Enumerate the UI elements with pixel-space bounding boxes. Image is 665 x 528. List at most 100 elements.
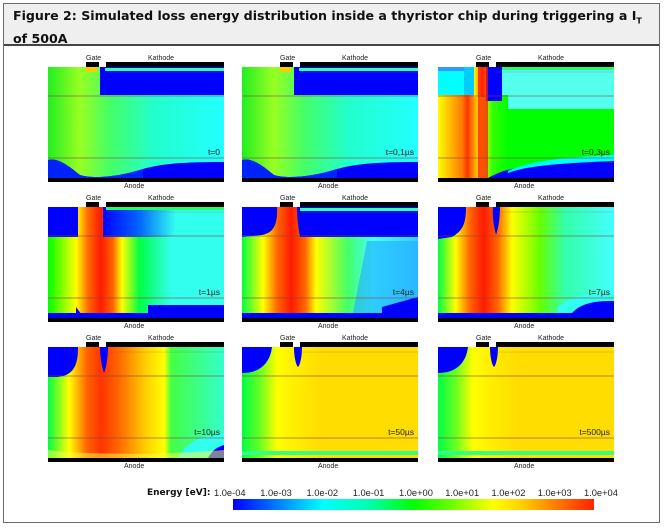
kathode-label: Kathode: [342, 55, 369, 62]
kathode-contact: [496, 202, 614, 207]
time-label: t=4µs: [392, 287, 414, 297]
kathode-contact: [106, 202, 224, 207]
time-label: t=1µs: [198, 287, 220, 297]
time-label: t=10µs: [194, 427, 220, 437]
anode-label: Anode: [124, 323, 145, 330]
anode-label: Anode: [318, 183, 339, 190]
kathode-contact: [106, 62, 224, 67]
simulation-panel: Gate Kathode Anode t=0,1µs: [242, 55, 418, 190]
colorbar-tick-label: 1.0e+01: [445, 488, 480, 498]
gate-label: Gate: [280, 335, 296, 342]
colorbar-tick-label: 1.0e+03: [537, 488, 572, 498]
energy-map: [242, 207, 418, 318]
colorbar-label: Energy [eV]:: [147, 488, 211, 498]
anode-label: Anode: [514, 183, 535, 190]
kathode-label: Kathode: [538, 55, 565, 62]
time-label: t=0,1µs: [385, 147, 414, 157]
anode-contact: [438, 318, 614, 322]
energy-map-graphic: [438, 347, 614, 458]
energy-map-graphic: [48, 347, 224, 458]
gate-contact: [476, 62, 489, 67]
kathode-contact: [300, 202, 418, 207]
title-text: Figure 2: Simulated loss energy distribu…: [13, 8, 637, 23]
kathode-label: Kathode: [538, 335, 565, 342]
simulation-panel: Gate Kathode Anode t=0,3µs: [438, 55, 614, 190]
kathode-contact: [106, 342, 224, 347]
simulation-panel: Gate Kathode Anode t=50µs: [242, 335, 418, 470]
colorbar: [233, 499, 594, 510]
gate-label: Gate: [476, 55, 492, 62]
kathode-label: Kathode: [148, 195, 175, 202]
anode-contact: [438, 178, 614, 182]
energy-map-graphic: [242, 207, 418, 318]
anode-label: Anode: [318, 463, 339, 470]
energy-map-graphic: [48, 207, 224, 318]
anode-contact: [242, 458, 418, 462]
gate-contact: [280, 342, 293, 347]
gate-contact: [86, 342, 99, 347]
energy-map-graphic: [48, 67, 224, 178]
gate-label: Gate: [476, 335, 492, 342]
kathode-label: Kathode: [342, 335, 369, 342]
colorbar-tick-label: 1.0e-04: [214, 488, 246, 498]
kathode-label: Kathode: [148, 335, 175, 342]
energy-map-graphic: [438, 207, 614, 318]
kathode-contact: [300, 62, 418, 67]
anode-label: Anode: [514, 463, 535, 470]
gate-label: Gate: [280, 55, 296, 62]
gate-contact: [86, 202, 99, 207]
energy-map: [48, 207, 224, 318]
figure-header: Figure 2: Simulated loss energy distribu…: [4, 4, 659, 46]
energy-map: [242, 67, 418, 178]
colorbar-tick-label: 1.0e-02: [306, 488, 339, 498]
anode-contact: [48, 178, 224, 182]
gate-contact: [280, 62, 293, 67]
gate-contact: [476, 342, 489, 347]
energy-map: [438, 67, 614, 178]
kathode-label: Kathode: [342, 195, 369, 202]
simulation-panel: Gate Kathode Anode t=0: [48, 55, 224, 190]
gate-label: Gate: [86, 335, 102, 342]
gate-contact: [476, 202, 489, 207]
anode-contact: [48, 458, 224, 462]
simulation-panel: Gate Kathode Anode t=10µs: [48, 335, 224, 470]
energy-map-graphic: [242, 67, 418, 178]
colorbar-tick-label: 1.0e-03: [260, 488, 292, 498]
energy-map-graphic: [438, 67, 614, 178]
colorbar-tick-label: 1.0e+02: [491, 488, 526, 498]
kathode-label: Kathode: [148, 55, 175, 62]
kathode-contact: [496, 62, 614, 67]
gate-contact: [280, 202, 293, 207]
energy-map: [438, 207, 614, 318]
anode-label: Anode: [318, 323, 339, 330]
kathode-contact: [496, 342, 614, 347]
anode-label: Anode: [124, 183, 145, 190]
anode-contact: [438, 458, 614, 462]
anode-label: Anode: [124, 463, 145, 470]
simulation-panel: Gate Kathode Anode t=500µs: [438, 335, 614, 470]
energy-map: [438, 347, 614, 458]
energy-map-graphic: [242, 347, 418, 458]
kathode-contact: [300, 342, 418, 347]
anode-label: Anode: [514, 323, 535, 330]
gate-label: Gate: [280, 195, 296, 202]
time-label: t=7µs: [588, 287, 610, 297]
gate-contact: [86, 62, 99, 67]
anode-contact: [48, 318, 224, 322]
colorbar-tick-label: 1.0e+04: [584, 488, 618, 498]
figure-title: Figure 2: Simulated loss energy distribu…: [13, 7, 653, 47]
energy-map: [48, 347, 224, 458]
time-label: t=0,3µs: [581, 147, 610, 157]
time-label: t=50µs: [388, 427, 414, 437]
kathode-label: Kathode: [538, 195, 565, 202]
energy-map: [48, 67, 224, 178]
title-subscript: T: [636, 16, 642, 26]
simulation-panel: Gate Kathode Anode t=1µs: [48, 195, 224, 330]
anode-contact: [242, 178, 418, 182]
energy-map: [242, 347, 418, 458]
colorbar-tick-label: 1.0e-01: [352, 488, 385, 498]
title-suffix: of 500A: [13, 30, 68, 46]
colorbar-tick-label: 1.0e+00: [399, 488, 433, 498]
gate-label: Gate: [476, 195, 492, 202]
gate-label: Gate: [86, 195, 102, 202]
